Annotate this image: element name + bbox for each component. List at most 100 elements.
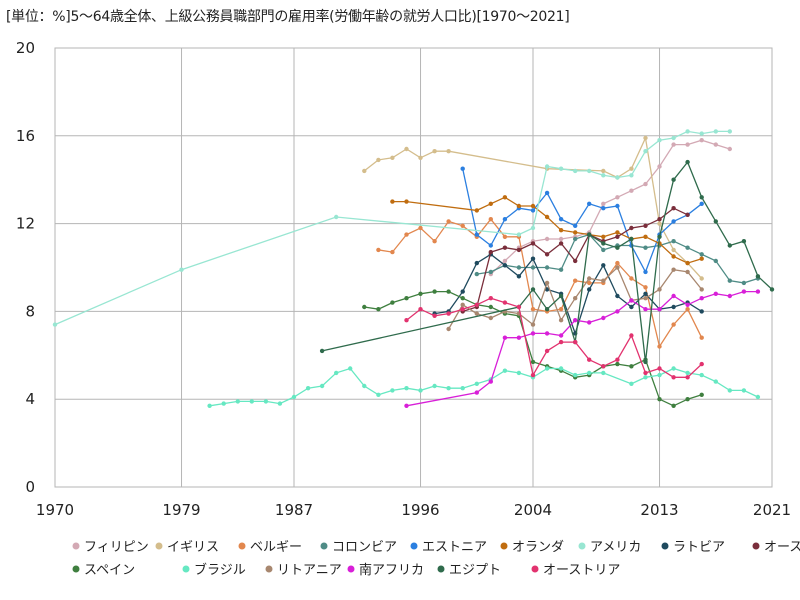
data-point bbox=[488, 304, 493, 310]
data-point bbox=[249, 399, 254, 404]
data-point bbox=[530, 322, 536, 327]
data-point bbox=[432, 239, 437, 244]
data-point bbox=[601, 315, 606, 321]
data-point bbox=[488, 243, 493, 248]
data-point bbox=[643, 245, 648, 250]
data-point bbox=[544, 252, 550, 257]
data-point bbox=[755, 394, 761, 400]
data-point bbox=[587, 201, 592, 206]
data-point bbox=[319, 383, 325, 389]
series-13 bbox=[319, 159, 775, 365]
legend-item: ベルギー bbox=[238, 540, 302, 555]
data-point bbox=[713, 129, 718, 134]
x-tick-label: 1987 bbox=[275, 501, 313, 519]
legend-marker bbox=[72, 565, 80, 573]
data-point bbox=[671, 247, 676, 253]
data-point bbox=[418, 291, 423, 296]
data-point bbox=[615, 361, 620, 367]
data-point bbox=[643, 181, 648, 187]
series-layer bbox=[52, 129, 775, 408]
data-point bbox=[685, 212, 690, 217]
data-point bbox=[516, 274, 522, 279]
data-point bbox=[432, 313, 437, 318]
legend-item: オーストリア bbox=[531, 563, 620, 578]
legend-label: エストニア bbox=[422, 540, 487, 555]
x-tick-label: 1970 bbox=[36, 501, 74, 519]
data-point bbox=[741, 289, 747, 294]
data-point bbox=[671, 267, 676, 272]
data-point bbox=[334, 214, 339, 220]
data-point bbox=[699, 195, 704, 200]
legend-item: 南アフリカ bbox=[347, 562, 424, 578]
data-point bbox=[657, 366, 662, 371]
data-point bbox=[699, 252, 704, 257]
data-point bbox=[404, 318, 409, 323]
data-point bbox=[657, 164, 662, 169]
legend-marker bbox=[182, 565, 190, 573]
legend-item: リトアニア bbox=[265, 563, 342, 578]
data-point bbox=[573, 230, 578, 235]
legend-item: ラトビア bbox=[661, 540, 725, 555]
data-point bbox=[558, 217, 564, 222]
data-point bbox=[502, 263, 508, 268]
data-point bbox=[699, 201, 704, 206]
data-point bbox=[685, 142, 690, 147]
data-point bbox=[390, 155, 395, 160]
data-point bbox=[601, 173, 606, 178]
legend: フィリピン イギリス ベルギー コロンビア エストニア オランダ アメリカ ラトビア オーストラ… bbox=[72, 540, 800, 578]
data-point bbox=[404, 146, 409, 152]
data-point bbox=[362, 304, 367, 310]
data-point bbox=[699, 131, 704, 136]
data-point bbox=[587, 357, 592, 362]
data-point bbox=[587, 320, 592, 325]
y-tick-label: 20 bbox=[16, 39, 35, 57]
data-point bbox=[727, 388, 732, 393]
data-point bbox=[601, 241, 606, 246]
data-point bbox=[488, 201, 493, 206]
series-10 bbox=[207, 366, 761, 408]
data-point bbox=[615, 260, 620, 266]
data-point bbox=[699, 287, 704, 292]
data-point bbox=[530, 203, 536, 209]
data-point bbox=[657, 138, 662, 143]
data-point bbox=[235, 399, 240, 404]
legend-label: 南アフリカ bbox=[359, 562, 424, 578]
data-point bbox=[544, 265, 550, 270]
data-point bbox=[713, 291, 718, 296]
data-point bbox=[573, 372, 578, 378]
data-point bbox=[671, 304, 676, 310]
data-point bbox=[530, 225, 536, 231]
x-tick-label: 2021 bbox=[753, 501, 791, 519]
data-point bbox=[713, 379, 718, 384]
x-tick-label: 1979 bbox=[162, 501, 200, 519]
data-point bbox=[544, 366, 550, 371]
data-point bbox=[488, 296, 493, 301]
data-point bbox=[699, 296, 704, 301]
data-point bbox=[587, 280, 592, 286]
data-point bbox=[52, 322, 58, 327]
data-point bbox=[643, 375, 648, 380]
data-point bbox=[474, 381, 479, 386]
data-point bbox=[558, 293, 564, 299]
data-point bbox=[376, 247, 381, 253]
data-point bbox=[615, 357, 620, 362]
data-point bbox=[516, 304, 522, 310]
data-point bbox=[432, 383, 437, 389]
data-point bbox=[769, 287, 775, 292]
data-point bbox=[488, 269, 493, 275]
data-point bbox=[727, 278, 732, 283]
data-point bbox=[755, 274, 761, 279]
data-point bbox=[657, 217, 662, 222]
data-point bbox=[629, 364, 634, 369]
legend-item: エストニア bbox=[410, 540, 487, 555]
data-point bbox=[530, 241, 536, 246]
data-point bbox=[291, 394, 297, 400]
legend-label: ラトビア bbox=[673, 540, 725, 555]
tick-labels: 1970 1979 1987 1996 2004 2013 2021 0 4 8 12 16 20 bbox=[16, 39, 791, 519]
legend-marker bbox=[155, 542, 163, 550]
data-point bbox=[390, 199, 395, 204]
data-point bbox=[488, 315, 493, 321]
legend-label: イギリス bbox=[167, 540, 219, 555]
data-point bbox=[685, 397, 690, 402]
legend-marker bbox=[72, 542, 80, 550]
